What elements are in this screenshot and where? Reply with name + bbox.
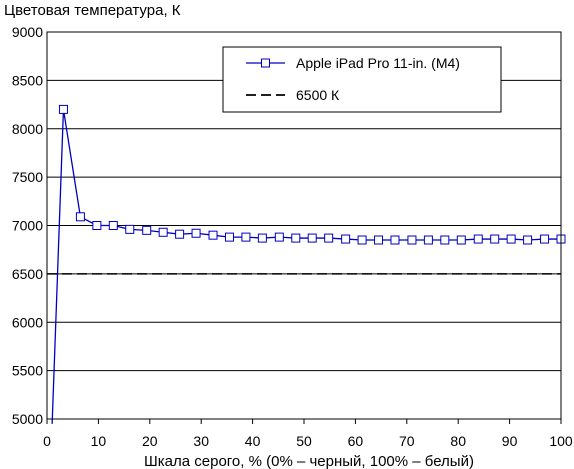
y-tick-label: 7500 (12, 169, 43, 185)
data-point (374, 235, 384, 245)
y-tick-label: 5500 (12, 363, 43, 379)
data-point (506, 234, 516, 244)
legend-label-1: 6500 К (296, 87, 340, 103)
data-point (440, 235, 450, 245)
legend-label-0: Apple iPad Pro 11-in. (M4) (296, 55, 460, 71)
y-tick-label: 8000 (12, 121, 43, 137)
data-point (224, 232, 234, 242)
data-point (390, 235, 400, 245)
data-point (341, 234, 351, 244)
data-point (125, 224, 135, 234)
x-tick-label: 90 (502, 433, 518, 449)
data-point (75, 212, 85, 222)
data-point (241, 232, 251, 242)
y-tick-label: 5000 (12, 411, 43, 427)
plot-area (47, 104, 566, 424)
data-point (108, 221, 118, 230)
x-tick-label: 50 (296, 433, 312, 449)
data-point (324, 233, 334, 243)
data-point (307, 233, 317, 243)
y-tick-label: 8500 (12, 72, 43, 88)
x-axis-title: Шкала серого, % (0% – черный, 100% – бел… (144, 453, 474, 469)
legend-box (222, 46, 502, 113)
data-point (456, 235, 466, 245)
data-point (490, 234, 500, 244)
x-tick-label: 30 (193, 433, 209, 449)
data-point (540, 234, 550, 244)
data-point (58, 104, 68, 114)
data-point (473, 234, 483, 244)
x-tick-label: 10 (91, 433, 107, 449)
data-point (407, 235, 417, 245)
data-point (423, 235, 433, 245)
data-point (158, 227, 168, 237)
data-point (191, 228, 201, 238)
x-tick-label: 80 (450, 433, 466, 449)
y-tick-label: 6000 (12, 314, 43, 330)
data-point (175, 229, 185, 239)
x-tick-label: 100 (549, 433, 573, 449)
x-tick-label: 20 (142, 433, 158, 449)
y-axis-title: Цветовая температура, К (4, 2, 181, 19)
data-point (291, 233, 301, 243)
data-point (208, 230, 218, 240)
y-tick-label: 6500 (12, 266, 43, 282)
data-point (142, 225, 152, 235)
x-tick-label: 0 (43, 433, 51, 449)
series-line-0 (51, 109, 561, 424)
axes: 5000 5500 6000 6500 7000 7500 8000 8500 9000 0 10 2… (12, 24, 573, 449)
data-point (357, 235, 367, 245)
data-point (523, 235, 533, 245)
x-tick-label: 60 (348, 433, 364, 449)
legend: Apple iPad Pro 11-in. (M4) 6500 К (222, 46, 502, 113)
x-tick-label: 70 (399, 433, 415, 449)
legend-marker (261, 58, 270, 68)
data-point (274, 232, 284, 242)
y-tick-label: 9000 (12, 24, 43, 40)
y-tick-label: 7000 (12, 218, 43, 234)
x-tick-label: 40 (245, 433, 261, 449)
data-point (92, 221, 102, 230)
data-point (257, 233, 267, 243)
